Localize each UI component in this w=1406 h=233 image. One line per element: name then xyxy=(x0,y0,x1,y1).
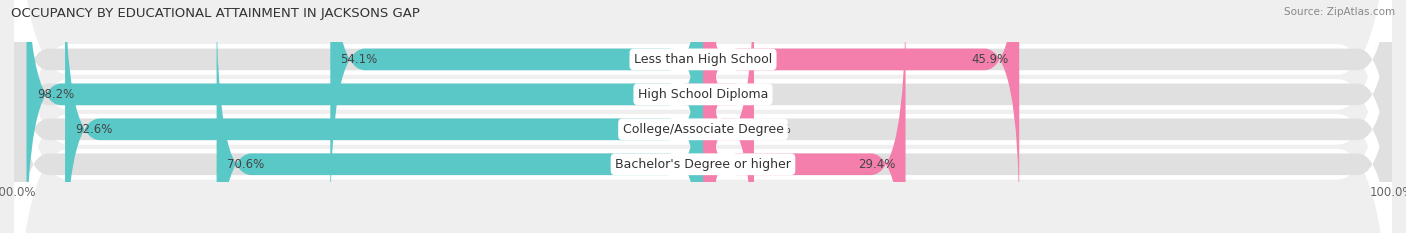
FancyBboxPatch shape xyxy=(330,0,703,223)
Text: 92.6%: 92.6% xyxy=(76,123,112,136)
Text: Less than High School: Less than High School xyxy=(634,53,772,66)
FancyBboxPatch shape xyxy=(703,0,905,233)
Text: Bachelor's Degree or higher: Bachelor's Degree or higher xyxy=(614,158,792,171)
FancyBboxPatch shape xyxy=(14,0,1392,233)
Text: College/Associate Degree: College/Associate Degree xyxy=(623,123,783,136)
Text: 70.6%: 70.6% xyxy=(226,158,264,171)
FancyBboxPatch shape xyxy=(217,0,703,233)
FancyBboxPatch shape xyxy=(65,0,703,233)
FancyBboxPatch shape xyxy=(682,0,738,233)
FancyBboxPatch shape xyxy=(703,0,1392,233)
FancyBboxPatch shape xyxy=(14,0,1392,233)
FancyBboxPatch shape xyxy=(14,0,703,233)
FancyBboxPatch shape xyxy=(14,0,703,223)
Text: Source: ZipAtlas.com: Source: ZipAtlas.com xyxy=(1284,7,1395,17)
FancyBboxPatch shape xyxy=(703,0,1019,223)
FancyBboxPatch shape xyxy=(14,0,1392,233)
Text: 45.9%: 45.9% xyxy=(972,53,1010,66)
Text: 98.2%: 98.2% xyxy=(37,88,75,101)
Text: High School Diploma: High School Diploma xyxy=(638,88,768,101)
Text: 29.4%: 29.4% xyxy=(858,158,896,171)
FancyBboxPatch shape xyxy=(703,0,1392,223)
FancyBboxPatch shape xyxy=(14,0,1392,233)
FancyBboxPatch shape xyxy=(703,0,1392,233)
Text: OCCUPANCY BY EDUCATIONAL ATTAINMENT IN JACKSONS GAP: OCCUPANCY BY EDUCATIONAL ATTAINMENT IN J… xyxy=(11,7,420,20)
FancyBboxPatch shape xyxy=(14,0,703,233)
Text: 7.4%: 7.4% xyxy=(761,123,790,136)
FancyBboxPatch shape xyxy=(14,0,703,233)
FancyBboxPatch shape xyxy=(27,0,703,233)
FancyBboxPatch shape xyxy=(703,0,1392,233)
FancyBboxPatch shape xyxy=(703,0,754,233)
Text: 54.1%: 54.1% xyxy=(340,53,378,66)
Text: 1.9%: 1.9% xyxy=(723,88,752,101)
